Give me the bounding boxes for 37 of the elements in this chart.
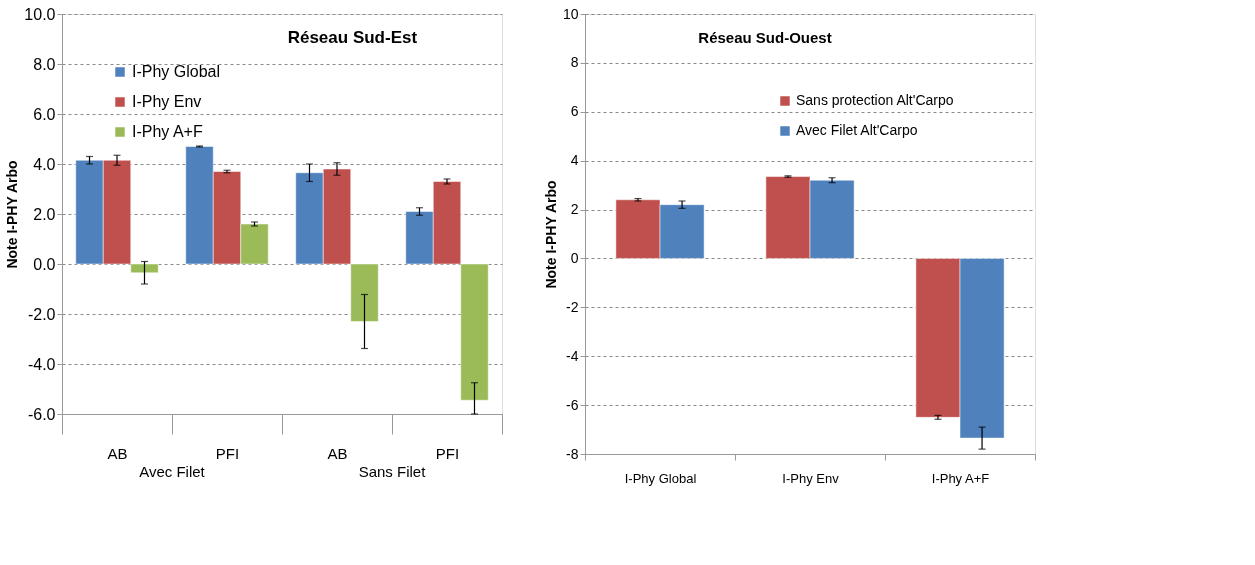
legend-label: Avec Filet Alt'Carpo <box>796 122 918 138</box>
y-tick-label: -2 <box>566 298 579 315</box>
y-tick-label: -8 <box>566 445 579 462</box>
y-tick-label: 0.0 <box>33 255 56 273</box>
y-axis-title: Note I-PHY Arbo <box>542 180 559 289</box>
legend-label: I-Phy A+F <box>132 123 203 140</box>
x-tick-label: AB <box>327 444 348 462</box>
y-tick-label: 8.0 <box>33 55 56 73</box>
x-tick-label: PFI <box>435 444 460 462</box>
y-tick-label: -4.0 <box>27 355 56 373</box>
x-tick-label: AB <box>107 444 128 462</box>
x-tick-label: I-Phy A+F <box>931 470 990 486</box>
y-tick-label: -6.0 <box>27 405 56 423</box>
y-tick-label: -4 <box>566 347 579 364</box>
legend-label: Sans protection Alt'Carpo <box>796 92 954 108</box>
legend-label: I-Phy Env <box>132 93 202 110</box>
y-tick-label: 4.0 <box>33 155 56 173</box>
x-tick-label: PFI <box>215 444 240 462</box>
y-tick-label: 10.0 <box>24 5 56 23</box>
text: Réseau Sud-Est <box>287 28 418 47</box>
y-tick-label: 2.0 <box>33 205 56 223</box>
y-tick-label: -6 <box>566 396 579 413</box>
text: Réseau Sud-Ouest <box>698 29 832 46</box>
y-tick-label: 8 <box>570 54 579 71</box>
y-tick-label: 0 <box>570 249 579 266</box>
y-tick-label: 6.0 <box>33 105 56 123</box>
y-tick-label: 10 <box>562 5 579 22</box>
x-tick-label: I-Phy Env <box>782 470 840 486</box>
y-tick-label: 4 <box>570 152 579 169</box>
legend-label: I-Phy Global <box>132 63 221 80</box>
y-tick-label: -2.0 <box>27 305 56 323</box>
x-tick-label: I-Phy Global <box>624 470 697 486</box>
y-axis-title: Note I-PHY Arbo <box>4 160 21 269</box>
y-tick-label: 2 <box>570 201 579 218</box>
y-tick-label: 6 <box>570 103 579 120</box>
text: Sans Filet <box>358 463 427 480</box>
text: Avec Filet <box>139 463 206 480</box>
